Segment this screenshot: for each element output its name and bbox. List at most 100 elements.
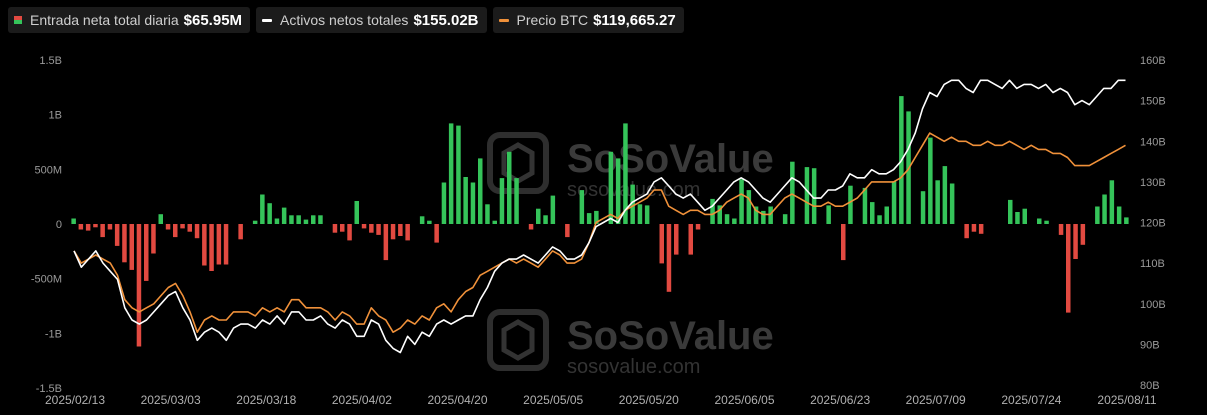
inflow-bar xyxy=(841,224,846,261)
legend-btc-price[interactable]: Precio BTC $119,665.27 xyxy=(492,7,684,33)
inflow-bar xyxy=(238,224,243,240)
inflow-bar xyxy=(499,178,505,224)
inflow-bar xyxy=(1022,208,1027,224)
inflow-bar xyxy=(637,204,643,224)
inflow-bar xyxy=(615,158,621,224)
inflow-bar xyxy=(78,224,84,230)
x-axis-tick: 2025/08/11 xyxy=(1097,393,1156,407)
line-series-swatch-icon xyxy=(262,18,273,22)
right-axis: 160B 150B 140B 130B 120B 110B 100B 90B 80B xyxy=(1140,55,1166,392)
x-axis-tick: 2025/07/09 xyxy=(906,393,966,407)
line-series-swatch-icon xyxy=(498,18,509,22)
inflow-bar xyxy=(1044,220,1049,224)
inflow-bar xyxy=(768,206,773,224)
inflow-bar xyxy=(674,224,679,255)
inflow-bar xyxy=(877,215,882,224)
cube-icon xyxy=(501,142,535,184)
inflow-bar xyxy=(361,224,367,229)
inflow-bar xyxy=(267,203,272,224)
inflow-bar xyxy=(252,220,258,224)
inflow-bar xyxy=(586,213,592,224)
inflow-bar xyxy=(390,224,396,240)
inflow-bar xyxy=(303,219,309,224)
legend-label: Activos netos totales xyxy=(280,12,409,28)
cube-icon xyxy=(501,319,535,361)
inflow-bar xyxy=(666,224,672,292)
inflow-bar xyxy=(1015,212,1020,224)
inflow-bar xyxy=(281,207,287,224)
inflow-bar xyxy=(194,224,200,239)
inflow-bar xyxy=(441,182,447,224)
left-axis-tick: 1B xyxy=(49,110,62,122)
inflow-bar xyxy=(1080,224,1086,245)
inflow-bar xyxy=(1008,199,1013,224)
inflow-bar xyxy=(260,194,265,224)
inflow-bar xyxy=(405,224,410,241)
inflow-bars xyxy=(71,96,1129,347)
watermark-brand: SoSoValue xyxy=(567,137,774,181)
inflow-bar xyxy=(180,224,185,229)
right-axis-tick: 140B xyxy=(1140,136,1166,148)
inflow-bar xyxy=(456,125,461,224)
right-axis-tick: 120B xyxy=(1140,218,1166,230)
inflow-bar xyxy=(209,224,214,271)
watermark-brand: SoSoValue xyxy=(567,314,774,358)
inflow-bar xyxy=(536,208,541,224)
left-axis-tick: 1.5B xyxy=(39,55,62,67)
x-axis-tick: 2025/06/23 xyxy=(810,393,870,407)
right-axis-tick: 150B xyxy=(1140,96,1166,108)
right-axis-tick: 160B xyxy=(1140,55,1166,67)
inflow-bar xyxy=(470,182,476,224)
inflow-bar xyxy=(1058,224,1064,235)
inflow-bar xyxy=(85,224,91,231)
inflow-bar xyxy=(492,220,497,224)
inflow-bar xyxy=(710,198,715,224)
x-axis-tick: 2025/02/13 xyxy=(45,393,105,407)
inflow-bar xyxy=(848,185,853,224)
inflow-bar xyxy=(971,224,977,232)
inflow-bar xyxy=(579,190,585,224)
inflow-bar xyxy=(1095,206,1100,224)
inflow-bar xyxy=(93,224,98,228)
inflow-bar xyxy=(383,224,389,261)
inflow-bar xyxy=(790,161,795,224)
inflow-bar xyxy=(884,206,889,224)
x-axis-tick: 2025/03/03 xyxy=(141,393,201,407)
x-axis-tick: 2025/06/05 xyxy=(714,393,774,407)
inflow-bar xyxy=(223,224,229,265)
inflow-bar xyxy=(565,224,570,238)
series-lines xyxy=(73,79,1126,354)
inflow-bar xyxy=(216,224,222,265)
inflow-bar xyxy=(354,201,359,224)
legend-daily-net-inflow[interactable]: Entrada neta total diaria $65.95M xyxy=(8,7,251,33)
inflow-bar xyxy=(928,137,933,224)
inflow-bar xyxy=(173,224,178,238)
inflow-bar xyxy=(289,215,294,224)
inflow-bar xyxy=(151,224,156,254)
inflow-bar xyxy=(753,206,759,224)
inflow-bar xyxy=(485,204,490,224)
inflow-bar xyxy=(746,190,752,224)
inflow-bar xyxy=(978,224,984,234)
x-axis-tick: 2025/03/18 xyxy=(236,393,296,407)
sosovalue-logo-icon xyxy=(487,309,549,371)
inflow-bar xyxy=(920,191,926,224)
inflow-bar xyxy=(732,218,737,224)
x-axis-tick: 2025/04/20 xyxy=(427,393,487,407)
inflow-bar xyxy=(528,224,534,230)
inflow-bar xyxy=(659,224,664,264)
inflow-bar xyxy=(296,215,301,224)
net-assets-line xyxy=(73,79,1126,354)
inflow-bar xyxy=(427,220,432,224)
legend-total-net-assets[interactable]: Activos netos totales $155.02B xyxy=(256,7,487,33)
right-axis-tick: 90B xyxy=(1140,339,1160,351)
legend-value: $65.95M xyxy=(183,11,243,29)
legend: Entrada neta total diaria $65.95M Activo… xyxy=(8,7,684,33)
inflow-bar xyxy=(870,202,875,224)
watermark-site: sosovalue.com xyxy=(567,356,700,378)
inflow-bar xyxy=(129,224,134,270)
watermarks: SoSoValuesosovalue.comSoSoValuesosovalue… xyxy=(487,132,774,378)
inflow-bar xyxy=(724,214,730,224)
